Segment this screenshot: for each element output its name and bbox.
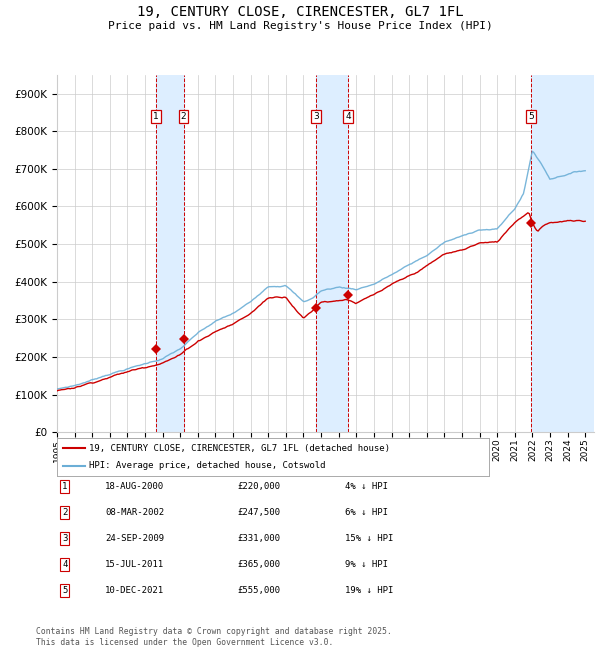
Text: £365,000: £365,000 (237, 560, 280, 569)
Bar (156, 75, 184, 432)
Text: 1: 1 (153, 112, 159, 121)
Text: 5: 5 (62, 586, 67, 595)
Text: £555,000: £555,000 (237, 586, 280, 595)
Text: 18-AUG-2000: 18-AUG-2000 (105, 482, 164, 491)
Text: Price paid vs. HM Land Registry's House Price Index (HPI): Price paid vs. HM Land Registry's House … (107, 21, 493, 31)
Text: HPI: Average price, detached house, Cotswold: HPI: Average price, detached house, Cots… (89, 461, 326, 470)
Text: 5: 5 (529, 112, 534, 121)
Text: 6% ↓ HPI: 6% ↓ HPI (345, 508, 388, 517)
Text: 4: 4 (62, 560, 67, 569)
Text: 08-MAR-2002: 08-MAR-2002 (105, 508, 164, 517)
Text: 15-JUL-2011: 15-JUL-2011 (105, 560, 164, 569)
Text: 2: 2 (181, 112, 187, 121)
Text: 3: 3 (62, 534, 67, 543)
Text: 9% ↓ HPI: 9% ↓ HPI (345, 560, 388, 569)
Text: 24-SEP-2009: 24-SEP-2009 (105, 534, 164, 543)
Text: £220,000: £220,000 (237, 482, 280, 491)
Text: 19, CENTURY CLOSE, CIRENCESTER, GL7 1FL (detached house): 19, CENTURY CLOSE, CIRENCESTER, GL7 1FL … (89, 444, 391, 453)
Text: 4: 4 (346, 112, 351, 121)
Text: Contains HM Land Registry data © Crown copyright and database right 2025.
This d: Contains HM Land Registry data © Crown c… (36, 627, 392, 647)
Text: £331,000: £331,000 (237, 534, 280, 543)
Text: 1: 1 (62, 482, 67, 491)
Text: 10-DEC-2021: 10-DEC-2021 (105, 586, 164, 595)
Text: 19% ↓ HPI: 19% ↓ HPI (345, 586, 394, 595)
Bar (531, 75, 594, 432)
Text: 2: 2 (62, 508, 67, 517)
Text: 15% ↓ HPI: 15% ↓ HPI (345, 534, 394, 543)
Bar (316, 75, 348, 432)
Text: 4% ↓ HPI: 4% ↓ HPI (345, 482, 388, 491)
Text: 3: 3 (313, 112, 319, 121)
Text: 19, CENTURY CLOSE, CIRENCESTER, GL7 1FL: 19, CENTURY CLOSE, CIRENCESTER, GL7 1FL (137, 5, 463, 20)
Text: £247,500: £247,500 (237, 508, 280, 517)
